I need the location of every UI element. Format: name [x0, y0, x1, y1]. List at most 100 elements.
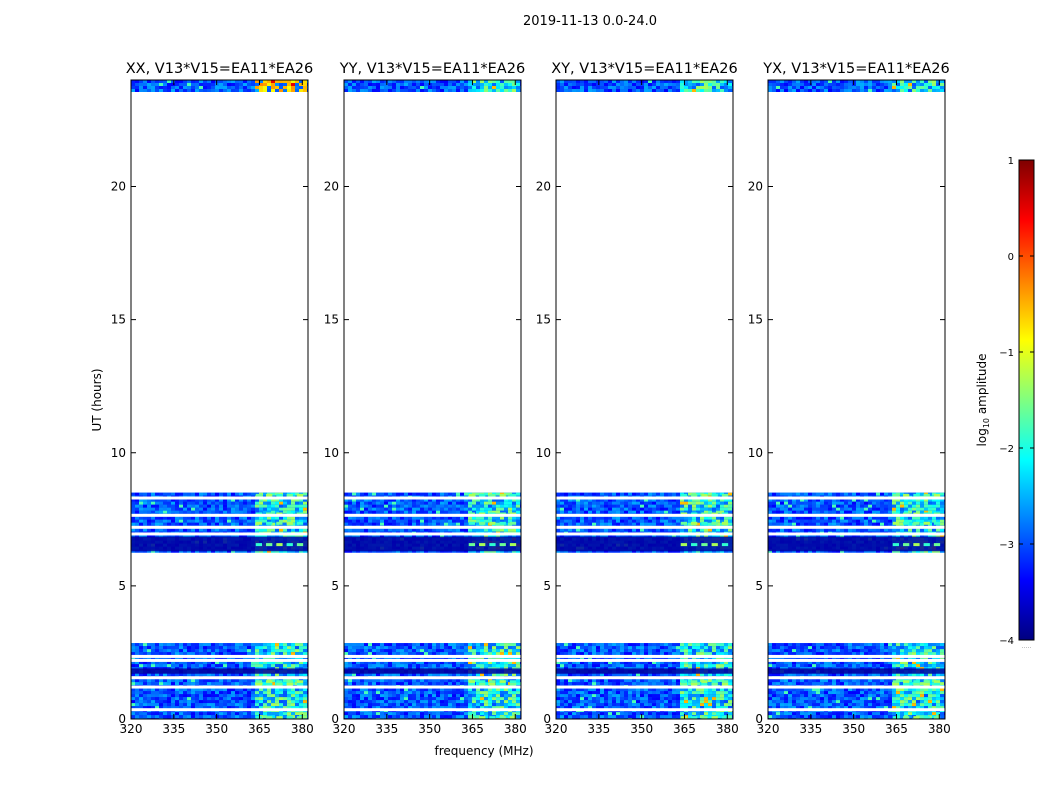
rfi-segment — [255, 543, 263, 547]
rfi-segment — [255, 521, 263, 525]
x-tick-label: 335 — [587, 722, 610, 736]
gap-line — [556, 685, 733, 689]
rfi-segment — [266, 680, 273, 684]
panel-2-heatmap — [344, 80, 521, 719]
colorbar-footnote: ..... — [1022, 643, 1032, 650]
rfi-segment — [701, 682, 708, 686]
x-tick-label: 335 — [799, 722, 822, 736]
rfi-segment — [468, 543, 476, 547]
rfi-segment — [509, 682, 517, 686]
rfi-segment — [489, 493, 496, 497]
panel-frame — [130, 79, 309, 720]
colorbar-tick-label: −2 — [999, 444, 1014, 455]
gap-line — [768, 513, 945, 517]
y-tick-label: 5 — [755, 579, 763, 593]
rfi-segment — [468, 716, 476, 719]
rfi-segment — [286, 680, 293, 684]
x-tick-label: 350 — [205, 722, 228, 736]
dark-band — [556, 536, 733, 552]
rfi-segment — [276, 521, 283, 525]
rfi-segment — [489, 521, 496, 525]
figure-suptitle: 2019-11-13 0.0-24.0 — [523, 14, 657, 29]
rfi-segment — [721, 493, 729, 497]
gap-line — [556, 513, 733, 517]
gap-line — [344, 513, 521, 517]
rfi-segment — [711, 682, 718, 686]
rfi-segment — [892, 680, 900, 684]
gap-line — [131, 685, 308, 689]
rfi-segment — [933, 493, 941, 497]
y-tick-label: 20 — [324, 180, 339, 194]
rfi-segment — [701, 716, 708, 719]
rfi-segment — [479, 521, 486, 525]
gap-line — [768, 685, 945, 689]
rfi-segment — [721, 521, 729, 525]
rfi-segment — [468, 682, 476, 686]
rfi-segment — [499, 680, 506, 684]
gap-line — [556, 676, 733, 680]
rfi-segment — [276, 543, 283, 547]
gap-line — [131, 676, 308, 680]
rfi-segment — [296, 543, 304, 547]
rfi-segment — [680, 493, 688, 497]
dark-band — [768, 668, 945, 674]
y-tick-label: 0 — [543, 712, 551, 726]
rfi-segment — [499, 682, 506, 686]
gap-line — [556, 496, 733, 500]
rfi-segment — [923, 543, 930, 547]
rfi-segment — [255, 682, 263, 686]
rfi-segment — [479, 682, 486, 686]
gap-line — [131, 525, 308, 529]
gap-line — [131, 654, 308, 658]
colorbar-tick-label: −4 — [999, 636, 1014, 647]
rfi-segment — [286, 543, 293, 547]
y-tick-label: 15 — [748, 313, 763, 327]
rfi-segment — [479, 716, 486, 719]
rfi-segment — [691, 680, 698, 684]
dark-band — [344, 536, 521, 552]
rfi-segment — [499, 543, 506, 547]
rfi-segment — [479, 680, 486, 684]
x-tick-label: 350 — [630, 722, 653, 736]
rfi-segment — [266, 521, 273, 525]
y-tick-label: 0 — [331, 712, 339, 726]
x-tick-label: 320 — [333, 722, 356, 736]
rfi-segment — [479, 493, 486, 497]
rfi-segment — [691, 543, 698, 547]
y-tick-label: 10 — [748, 446, 763, 460]
x-tick-label: 320 — [120, 722, 143, 736]
y-tick-label: 0 — [118, 712, 126, 726]
rfi-segment — [255, 716, 263, 719]
rfi-segment — [499, 493, 506, 497]
panel-1-heatmap — [131, 80, 308, 719]
gap-line — [131, 513, 308, 517]
gap-line — [556, 654, 733, 658]
dark-band — [768, 536, 945, 552]
panel-2: YY, V13*V15=EA11*EA26 320 335 350 365 380 0 5 10… — [324, 61, 527, 736]
x-tick-label: 365 — [673, 722, 696, 736]
gap-line — [344, 658, 521, 662]
colorbar-tick-label: 1 — [1008, 156, 1014, 167]
rfi-segment — [701, 493, 708, 497]
x-tick-label: 335 — [162, 722, 185, 736]
rfi-segment — [509, 543, 517, 547]
rfi-segment — [255, 493, 263, 497]
rfi-segment — [276, 716, 283, 719]
gap-line — [768, 708, 945, 712]
panel-3: XY, V13*V15=EA11*EA26 320 335 350 365 380 0 5 10… — [536, 61, 739, 736]
gap-line — [131, 658, 308, 662]
gap-line — [556, 658, 733, 662]
x-axis-label: frequency (MHz) — [434, 744, 533, 758]
rfi-segment — [892, 682, 900, 686]
gap-line — [556, 532, 733, 536]
y-tick-label: 5 — [543, 579, 551, 593]
x-tick-label: 380 — [928, 722, 951, 736]
rfi-segment — [892, 493, 900, 497]
panel-3-heatmap — [556, 80, 733, 719]
rfi-segment — [499, 716, 506, 719]
rfi-segment — [711, 521, 718, 525]
rfi-segment — [903, 680, 910, 684]
x-tick-label: 320 — [757, 722, 780, 736]
rfi-segment — [286, 716, 293, 719]
